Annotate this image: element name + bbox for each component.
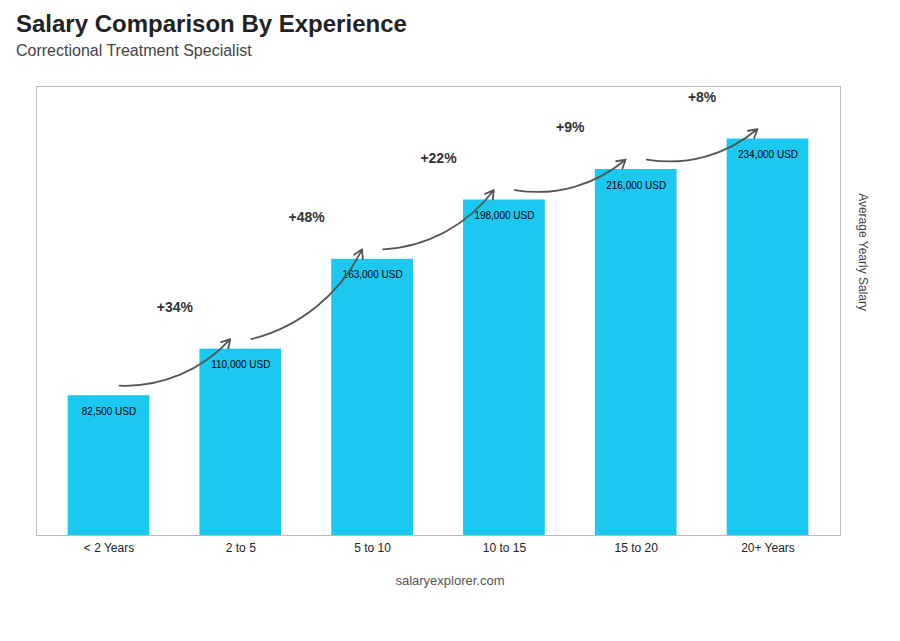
svg-text:110,000 USD: 110,000 USD xyxy=(211,359,270,370)
svg-text:15 to 20: 15 to 20 xyxy=(615,541,659,555)
svg-text:216,000 USD: 216,000 USD xyxy=(606,180,666,191)
svg-text:+48%: +48% xyxy=(289,209,326,225)
svg-text:+22%: +22% xyxy=(420,150,457,166)
svg-text:20+ Years: 20+ Years xyxy=(741,541,795,555)
svg-text:+9%: +9% xyxy=(556,119,585,135)
html-text:Salary Comparison By Experienc: Salary Comparison By Experience xyxy=(16,10,407,37)
svg-text:163,000 USD: 163,000 USD xyxy=(343,269,403,280)
svg-text:10 to 15: 10 to 15 xyxy=(483,541,527,555)
svg-text:198,000 USD: 198,000 USD xyxy=(474,210,534,221)
svg-text:5 to 10: 5 to 10 xyxy=(354,541,391,555)
svg-text:< 2 Years: < 2 Years xyxy=(84,541,134,555)
html-text:salaryexplorer.com: salaryexplorer.com xyxy=(395,573,505,588)
svg-text:+8%: +8% xyxy=(688,89,717,105)
svg-text:Average Yearly Salary: Average Yearly Salary xyxy=(856,193,870,311)
svg-text:+34%: +34% xyxy=(157,299,194,315)
svg-text:2 to 5: 2 to 5 xyxy=(226,541,256,555)
svg-text:82,500 USD: 82,500 USD xyxy=(82,406,136,417)
svg-text:234,000 USD: 234,000 USD xyxy=(738,149,798,160)
html-text:Correctional Treatment Special: Correctional Treatment Specialist xyxy=(16,42,252,59)
